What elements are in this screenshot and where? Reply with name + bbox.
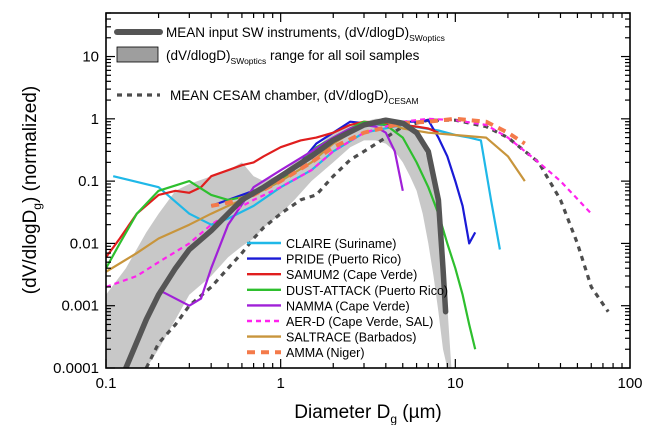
legend-top-label: MEAN input SW instruments, (dV/dlogD)SWo… [166,25,445,43]
legend-top-label: MEAN CESAM chamber, (dV/dlogD)CESAM [170,88,419,106]
legend-swatch-range [116,46,159,63]
legend-label-amma-niger: AMMA (Niger) [286,346,364,360]
legend-label-pride-puerto-rico: PRIDE (Puerto Rico) [286,253,401,267]
x-tick-label: 1 [276,375,284,392]
legend-label-namma-cape-verde: NAMMA (Cape Verde) [286,299,410,313]
series-claire-suriname [112,123,501,250]
legend-label-samum2-cape-verde: SAMUM2 (Cape Verde) [286,268,417,282]
y-tick-label: 1 [91,111,99,128]
x-tick-label: 0.1 [96,375,117,392]
series-aer-d-cape-verde-sal [106,117,593,289]
y-tick-label: 0.1 [78,173,99,190]
range-band [106,118,452,368]
y-axis-label: (dV/dlogDg) (normalized) [20,86,44,294]
x-tick-label: 100 [617,375,642,392]
y-tick-label: 10 [82,49,99,66]
legend-label-aer-d-cape-verde-sal: AER-D (Cape Verde, SAL) [286,315,433,329]
legend-label-dust-attack-puerto-rico: DUST-ATTACK (Puerto Rico) [286,284,448,298]
mean-sw-line [123,117,449,368]
y-tick-label: 0.0001 [53,360,99,377]
y-tick-label: 0.001 [61,298,99,315]
legend-label-saltrace-barbados: SALTRACE (Barbados) [286,331,416,345]
legend-top-label: (dV/dlogD)SWoptics range for all soil sa… [166,48,420,66]
series-saltrace-barbados [106,120,526,273]
mean-cesam-line [144,118,610,368]
x-axis-label: Diameter Dg (µm) [294,402,441,425]
legend-label-claire-suriname: CLAIRE (Suriname) [286,237,396,251]
x-tick-label: 10 [447,375,464,392]
series-namma-cape-verde [158,123,404,307]
y-tick-label: 0.01 [70,235,99,252]
